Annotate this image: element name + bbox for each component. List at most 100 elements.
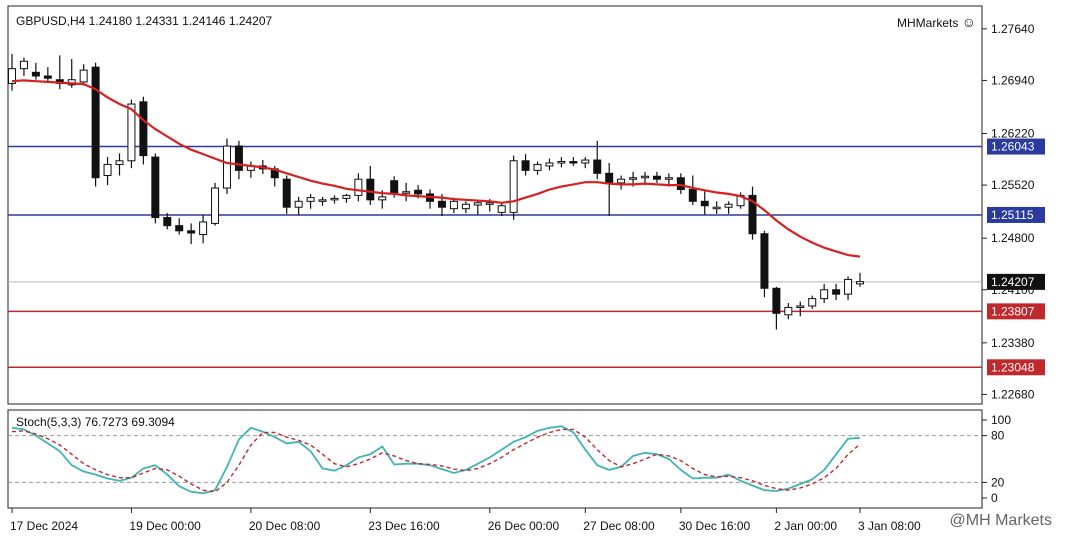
candle-body [449, 200, 458, 210]
candle-body [688, 189, 697, 202]
stoch-tick-label: 80 [991, 429, 1005, 443]
candle-body [115, 160, 124, 165]
candle-body [772, 287, 781, 314]
candle-body [856, 281, 864, 285]
stoch-tick-label: 0 [991, 491, 998, 505]
candle [103, 157, 112, 186]
time-tick-label: 23 Dec 16:00 [368, 519, 440, 533]
candle [366, 165, 375, 205]
candle-body [187, 230, 196, 234]
candle [569, 157, 578, 166]
price-tick-label: 1.27640 [991, 22, 1035, 36]
candle [760, 230, 769, 298]
time-tick-label: 2 Jan 00:00 [774, 519, 837, 533]
candle-body [617, 178, 626, 184]
candle [688, 175, 697, 205]
candle [151, 153, 160, 224]
candle-body [485, 202, 494, 205]
candle [354, 173, 363, 202]
candle-body [211, 187, 220, 224]
candle-body [306, 197, 315, 202]
candle [820, 283, 829, 304]
candle-body [832, 289, 841, 295]
candle-body [390, 180, 399, 195]
candle-body [784, 306, 793, 316]
time-tick-label: 3 Jan 08:00 [858, 519, 921, 533]
candle [772, 286, 781, 330]
candle-body [31, 71, 40, 77]
stoch-d-line [11, 428, 861, 493]
candle [294, 196, 303, 216]
stoch-pane-border [7, 409, 983, 509]
candle-body [366, 178, 375, 201]
candle [712, 201, 721, 214]
candle-body [760, 233, 769, 289]
candle-body [676, 177, 685, 191]
watermark-text: @MH Markets [949, 512, 1052, 529]
candle-body [593, 159, 602, 174]
level-tag-bg [987, 359, 1045, 376]
level-tag-bg [987, 303, 1045, 320]
candle [330, 195, 339, 204]
candle [187, 223, 196, 245]
candle [581, 157, 590, 169]
candle-body [163, 217, 172, 227]
candle-body [557, 161, 566, 164]
candle-body [330, 197, 339, 201]
candle-body [748, 194, 757, 235]
time-tick-label: 20 Dec 08:00 [249, 519, 321, 533]
candle-body [629, 177, 638, 180]
candle-body [581, 159, 590, 164]
candle [497, 202, 506, 217]
candle-body [199, 221, 208, 235]
candle [796, 301, 805, 317]
candle [748, 186, 757, 240]
candle-body [521, 160, 530, 171]
level-tag-label: 1.25115 [991, 208, 1034, 222]
stoch-tick-label: 20 [991, 475, 1005, 489]
candle [856, 272, 864, 287]
candle [593, 140, 602, 180]
symbol-header: GBPUSD,H4 1.24180 1.24331 1.24146 1.2420… [16, 14, 273, 28]
candle-body [533, 163, 542, 171]
candle-body [652, 175, 661, 180]
candle [139, 96, 148, 165]
candle [19, 57, 28, 77]
price-tick-label: 1.25520 [991, 178, 1035, 192]
candle [43, 67, 52, 82]
candle [163, 213, 172, 230]
candle [652, 171, 661, 183]
candle-body [402, 191, 411, 194]
candle [832, 283, 841, 301]
candle-body [354, 178, 363, 196]
candle [557, 157, 566, 168]
level-tag-bg [987, 273, 1045, 290]
candle-body [139, 101, 148, 157]
candle-body [724, 203, 733, 208]
candle [115, 153, 124, 176]
candle-body [641, 175, 650, 179]
candle-body [712, 206, 721, 210]
candle-body [222, 145, 231, 189]
candle-body [282, 178, 291, 208]
candle-body [234, 145, 243, 171]
candle [617, 175, 626, 190]
price-tick-label: 1.24800 [991, 231, 1035, 245]
candle-body [79, 69, 88, 83]
candle-body [569, 161, 578, 164]
candle [211, 182, 220, 226]
candle [31, 62, 40, 80]
candle-body [294, 200, 303, 208]
candle-body [844, 278, 853, 295]
time-tick-label: 17 Dec 2024 [10, 519, 78, 533]
candle-body [91, 66, 100, 179]
candle [676, 173, 685, 194]
candle-body [509, 160, 518, 213]
candle [306, 193, 315, 209]
time-tick-label: 26 Dec 00:00 [488, 519, 560, 533]
candle [175, 218, 184, 235]
candle-body [43, 75, 52, 79]
candle-body [318, 199, 327, 202]
